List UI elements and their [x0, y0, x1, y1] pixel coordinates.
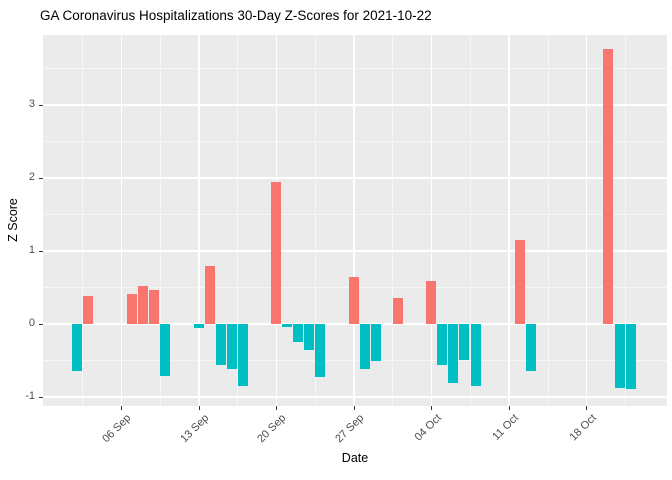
x-axis-title: Date	[341, 451, 369, 465]
bar	[370, 323, 381, 361]
y-minor-gridline	[43, 141, 667, 143]
x-tick-mark	[586, 406, 588, 410]
y-major-gridline	[43, 104, 667, 106]
bar	[359, 323, 370, 369]
x-tick-mark	[431, 406, 433, 410]
x-tick-label: 20 Sep	[255, 412, 289, 446]
x-tick-label: 04 Oct	[412, 412, 444, 444]
bar	[614, 323, 625, 388]
bar	[127, 293, 138, 324]
bar	[448, 323, 459, 383]
y-major-gridline	[43, 323, 667, 325]
bar	[525, 323, 536, 372]
bar	[138, 286, 149, 324]
bar	[160, 323, 171, 377]
bar	[459, 323, 470, 361]
bar	[282, 323, 293, 328]
plot-panel	[43, 35, 667, 406]
bar	[204, 266, 215, 324]
y-tick-mark	[39, 323, 43, 325]
y-major-gridline	[43, 396, 667, 398]
x-tick-label: 11 Oct	[490, 412, 522, 443]
x-major-gridline	[430, 35, 433, 406]
y-axis-title: Z Score	[6, 198, 20, 242]
y-tick-label: -1	[25, 390, 35, 403]
y-major-gridline	[43, 250, 667, 252]
x-major-gridline	[585, 35, 588, 406]
y-minor-gridline	[43, 360, 667, 362]
x-minor-gridline	[237, 35, 239, 406]
y-tick-label: 3	[28, 98, 35, 111]
x-tick-mark	[121, 406, 122, 410]
x-tick-label: 13 Sep	[177, 412, 212, 446]
x-minor-gridline	[82, 35, 84, 406]
bar	[470, 323, 481, 386]
x-major-gridline	[508, 35, 510, 406]
x-minor-gridline	[392, 35, 394, 406]
bar	[226, 323, 237, 369]
x-tick-mark	[198, 406, 200, 410]
x-tick-label: 18 Oct	[567, 412, 599, 444]
bar	[437, 323, 448, 366]
y-tick-label: 2	[28, 171, 35, 184]
bar	[603, 49, 614, 324]
x-tick-label: 27 Sep	[332, 412, 367, 446]
y-tick-mark	[39, 104, 43, 106]
x-minor-gridline	[547, 35, 549, 406]
x-tick-mark	[276, 406, 278, 410]
bar	[293, 323, 304, 342]
x-minor-gridline	[625, 35, 627, 406]
y-tick-mark	[39, 396, 43, 398]
bar	[193, 323, 204, 329]
bar	[71, 323, 82, 372]
bar	[237, 323, 248, 387]
chart-title: GA Coronavirus Hospitalizations 30-Day Z…	[40, 8, 432, 23]
x-minor-gridline	[159, 35, 161, 406]
x-major-gridline	[353, 35, 355, 406]
y-tick-label: 0	[28, 317, 35, 330]
x-minor-gridline	[469, 35, 471, 406]
bar	[271, 182, 282, 324]
bar	[348, 276, 359, 324]
bar	[514, 239, 525, 324]
y-minor-gridline	[43, 68, 667, 70]
y-major-gridline	[43, 177, 667, 179]
bar	[426, 281, 437, 324]
x-tick-mark	[353, 406, 355, 410]
y-tick-mark	[39, 250, 43, 252]
y-tick-label: 1	[28, 244, 35, 257]
x-major-gridline	[120, 35, 122, 406]
x-minor-gridline	[314, 35, 316, 406]
bar	[215, 323, 226, 366]
bar	[315, 323, 326, 377]
y-minor-gridline	[43, 214, 667, 216]
y-tick-mark	[39, 177, 43, 179]
bar	[304, 323, 315, 350]
bar	[149, 290, 160, 324]
bar	[392, 298, 403, 324]
x-major-gridline	[198, 35, 200, 406]
x-tick-label: 06 Sep	[100, 412, 134, 446]
bar	[82, 295, 93, 324]
x-tick-mark	[508, 406, 510, 410]
bar	[625, 323, 636, 390]
